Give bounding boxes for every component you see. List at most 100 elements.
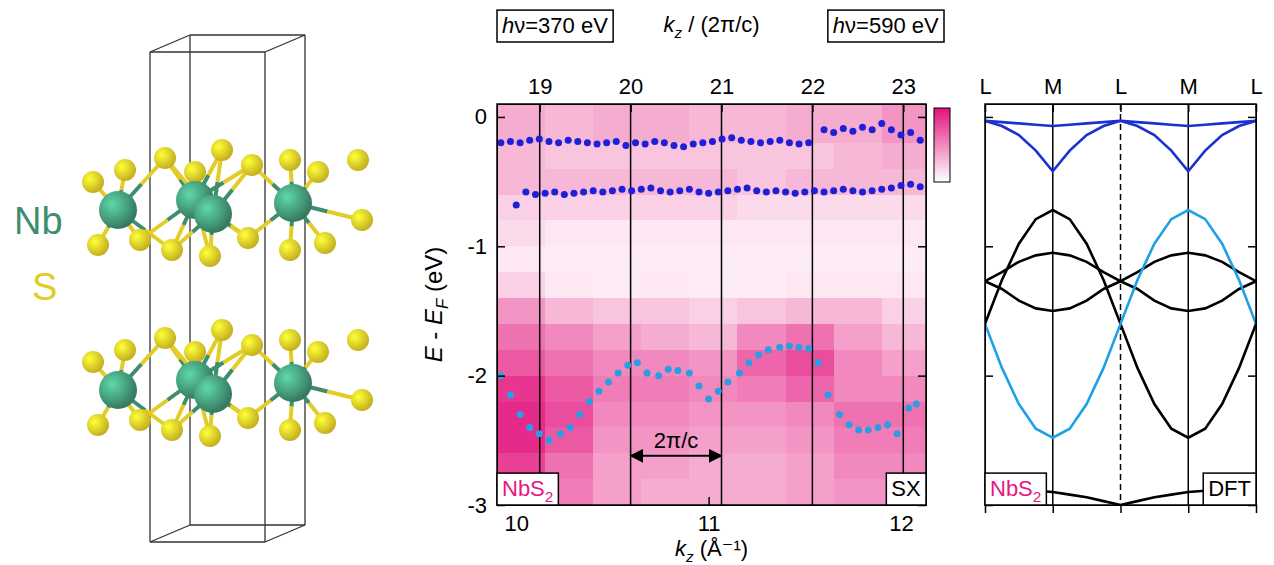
axis bbox=[985, 105, 993, 506]
heat-cell bbox=[497, 376, 546, 402]
heat-cell bbox=[545, 272, 594, 298]
label-frame bbox=[1203, 473, 1256, 505]
data-point bbox=[865, 426, 872, 433]
axis-line bbox=[498, 505, 927, 506]
heat-cell bbox=[641, 453, 690, 479]
corner-label: hν=370 eV bbox=[502, 13, 608, 38]
s-atom bbox=[199, 425, 221, 447]
axis-line bbox=[926, 105, 927, 506]
s-atom bbox=[279, 239, 301, 261]
heat-cell bbox=[497, 195, 546, 221]
s-atom bbox=[241, 154, 263, 176]
data-point bbox=[738, 137, 745, 144]
tick: M bbox=[1044, 74, 1062, 112]
axis: LMLML bbox=[979, 74, 1262, 112]
tick-label: M bbox=[1044, 74, 1062, 99]
text-part: z bbox=[673, 24, 682, 41]
heat-cell bbox=[641, 298, 690, 324]
text-part: NbS bbox=[990, 476, 1033, 501]
data-point bbox=[830, 129, 837, 136]
tick: L bbox=[1115, 74, 1127, 112]
heat-cell bbox=[834, 350, 883, 376]
tick-label: -2 bbox=[467, 363, 487, 388]
tick-label: 12 bbox=[889, 511, 913, 536]
data-point bbox=[690, 141, 697, 148]
band-line bbox=[985, 121, 1256, 126]
data-point bbox=[517, 139, 524, 146]
corner-label: hν=590 eV bbox=[833, 13, 939, 38]
data-point bbox=[570, 190, 577, 197]
heat-cell bbox=[545, 104, 594, 143]
nb-atom bbox=[99, 191, 137, 229]
data-point bbox=[680, 143, 687, 150]
heat-cell bbox=[593, 169, 642, 195]
tick: 0 bbox=[475, 104, 505, 129]
s-atom bbox=[347, 149, 369, 171]
axis: 101112 bbox=[498, 497, 927, 536]
tick: 19 bbox=[528, 74, 552, 112]
tick: 23 bbox=[892, 74, 916, 112]
tick: 11 bbox=[698, 497, 721, 536]
heat-cell bbox=[689, 376, 738, 402]
data bbox=[497, 120, 923, 444]
s-atom bbox=[87, 234, 109, 256]
band-line bbox=[985, 210, 1256, 438]
heat-cell bbox=[497, 427, 546, 453]
text-part: E bbox=[420, 308, 447, 325]
heat-cell bbox=[786, 453, 835, 479]
data-point bbox=[728, 134, 735, 141]
data-point bbox=[846, 421, 853, 428]
s-atom bbox=[241, 334, 263, 356]
data-point bbox=[869, 187, 876, 194]
heat-cell bbox=[737, 143, 786, 169]
tick-mark bbox=[630, 104, 632, 112]
tick-label: -1 bbox=[467, 234, 487, 259]
heat-cell bbox=[737, 298, 786, 324]
cell-edge bbox=[150, 51, 265, 52]
tick-mark bbox=[985, 246, 993, 248]
heat-cell bbox=[545, 169, 594, 195]
heat-cell bbox=[593, 298, 642, 324]
heat-cell bbox=[593, 453, 642, 479]
data-point bbox=[644, 370, 651, 377]
heat-cell bbox=[593, 272, 642, 298]
arpes-panel: 1011121920212223-3-2-10kz (Å⁻¹)kz / (2π/… bbox=[420, 10, 950, 564]
heat-cell bbox=[641, 479, 690, 505]
heat-cell bbox=[545, 324, 594, 350]
tick bbox=[918, 376, 926, 377]
data-point bbox=[634, 359, 641, 366]
data-point bbox=[747, 138, 754, 145]
tick-label: L bbox=[1115, 74, 1127, 99]
bonds bbox=[93, 150, 362, 256]
heat-cell bbox=[737, 104, 786, 143]
axis-title: E - EF (eV) bbox=[420, 247, 452, 363]
data-point bbox=[695, 382, 702, 389]
tick-mark bbox=[497, 375, 505, 377]
band-line bbox=[985, 281, 1256, 311]
data-point bbox=[599, 188, 606, 195]
tick-mark bbox=[1248, 117, 1256, 119]
heat-cell bbox=[689, 143, 738, 169]
s-atom bbox=[279, 329, 301, 351]
tick bbox=[985, 246, 993, 247]
axis bbox=[986, 505, 1257, 513]
data-point bbox=[705, 190, 712, 197]
data-point bbox=[821, 126, 828, 133]
heat-cell bbox=[593, 195, 642, 221]
data-point bbox=[765, 346, 772, 353]
tick-label: 19 bbox=[528, 74, 552, 99]
data-point bbox=[753, 187, 760, 194]
span-arrow bbox=[631, 455, 722, 457]
s-atom bbox=[199, 245, 221, 267]
data-point bbox=[724, 187, 731, 194]
tick-mark bbox=[721, 104, 723, 112]
data-point bbox=[792, 190, 799, 197]
data-point bbox=[686, 370, 693, 377]
heat-cell bbox=[834, 427, 883, 453]
heat-cell bbox=[737, 479, 786, 505]
data-point bbox=[767, 138, 774, 145]
tick-mark bbox=[918, 117, 926, 119]
data-point bbox=[715, 388, 722, 395]
axis-line bbox=[1256, 105, 1257, 506]
axis-line bbox=[985, 105, 986, 506]
